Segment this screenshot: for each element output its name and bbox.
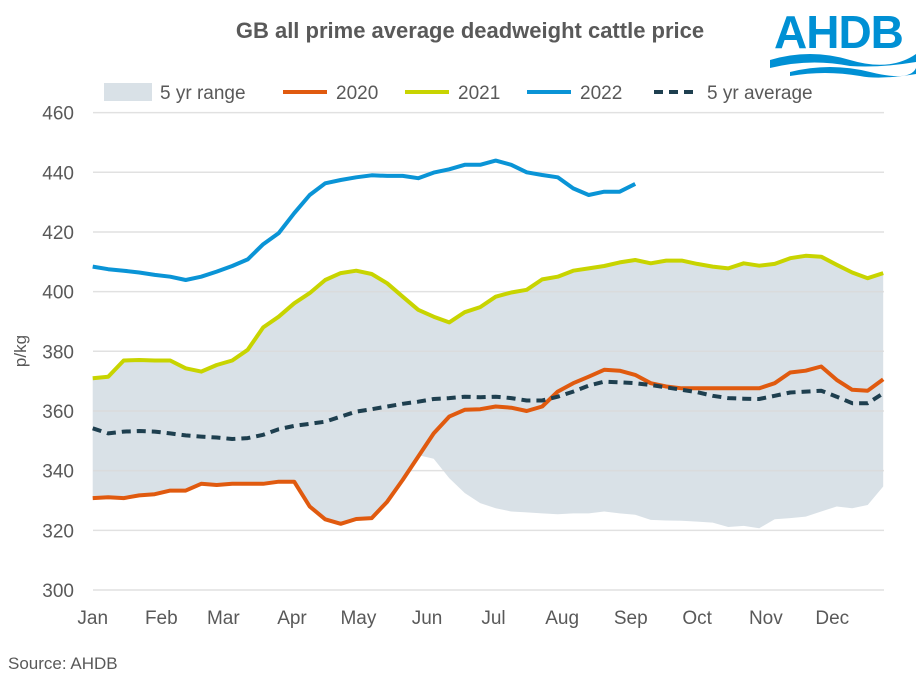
x-tick-label: Oct — [682, 608, 712, 629]
x-tick-label: Jan — [77, 608, 108, 629]
x-tick-label: Mar — [207, 608, 240, 629]
chart-title: GB all prime average deadweight cattle p… — [235, 18, 705, 43]
x-tick-label: Apr — [277, 608, 307, 629]
x-tick-label: Feb — [145, 608, 178, 629]
legend-label-2022: 2022 — [580, 83, 622, 104]
x-tick-label: Dec — [815, 608, 849, 629]
legend-swatch-range — [104, 83, 152, 101]
y-tick-label: 340 — [42, 462, 74, 483]
y-tick-label: 420 — [42, 223, 74, 244]
y-tick-label: 400 — [42, 283, 74, 304]
y-tick-label: 380 — [42, 342, 74, 363]
x-tick-label: Aug — [545, 608, 579, 629]
legend-label-range: 5 yr range — [160, 83, 246, 104]
y-tick-label: 360 — [42, 402, 74, 423]
y-tick-label: 320 — [42, 521, 74, 542]
legend-label-2020: 2020 — [336, 83, 378, 104]
series-line-2021 — [92, 253, 884, 381]
source-note: Source: AHDB — [8, 654, 118, 673]
series-line-2020 — [92, 364, 885, 526]
ahdb-logo: AHDB — [770, 6, 916, 78]
range-area — [92, 255, 884, 529]
x-tick-label: Jun — [412, 608, 443, 629]
y-tick-label: 300 — [42, 581, 74, 602]
x-tick-label: Nov — [749, 608, 783, 629]
y-tick-label: 460 — [42, 104, 74, 125]
x-tick-label: Sep — [614, 608, 648, 629]
svg-text:AHDB: AHDB — [774, 6, 903, 58]
y-tick-label: 440 — [42, 163, 74, 184]
legend-label-2021: 2021 — [458, 83, 500, 104]
x-tick-label: Jul — [481, 608, 505, 629]
x-tick-label: May — [340, 608, 376, 629]
series-line-2022 — [92, 158, 637, 282]
y-axis-label: p/kg — [11, 335, 30, 367]
legend-label-5-yr-average: 5 yr average — [707, 83, 813, 104]
